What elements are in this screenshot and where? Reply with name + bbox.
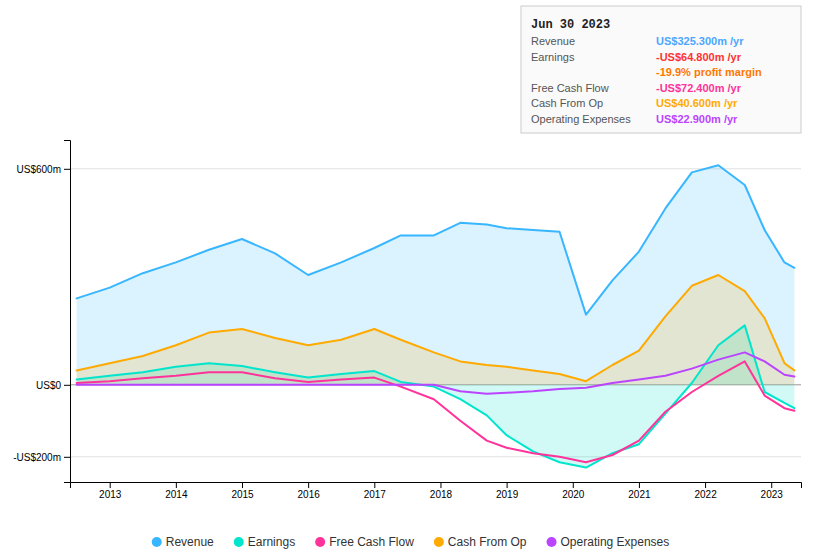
line [77,275,795,381]
tick: 2013 [99,482,122,500]
tick: 2015 [231,482,254,500]
info-value: US$325.300m /yr [656,35,744,47]
tick-mark [507,482,508,488]
tick-mark [64,385,70,386]
chart: 2013 2014 2015 2016 2017 2018 2019 2020 2021 2022… [0,0,821,560]
info-title: Jun 30 2023 [531,18,610,32]
info-value: US$22.900m /yr [656,113,738,125]
line [77,325,795,467]
legend-item: Revenue [152,535,214,549]
legend-label: Operating Expenses [561,535,670,549]
tick: US$600m [17,164,70,175]
legend-item: Operating Expenses [547,535,670,549]
legend-marker [234,537,244,547]
legend-label: Cash From Op [448,535,527,549]
legend-label: Free Cash Flow [329,535,414,549]
plot-area: 2013 2014 2015 2016 2017 2018 2019 2020 2021 2022… [13,141,801,501]
tick-label: 2013 [99,489,122,500]
tick-label: 2017 [364,489,387,500]
tick: 2017 [364,482,387,500]
legend-item: Cash From Op [434,535,527,549]
tick: US$0 [36,380,70,391]
tick-label: 2019 [496,489,519,500]
legend-item: Free Cash Flow [315,535,414,549]
legend-label: Revenue [166,535,214,549]
tick: 2016 [298,482,321,500]
line [77,361,795,462]
info-label: Revenue [531,35,575,47]
marks [77,165,795,467]
axis-line [71,483,802,489]
tick-label: 2020 [562,489,585,500]
tick-label: US$600m [17,164,61,175]
tick: 2014 [165,482,188,500]
tick: 2021 [628,482,651,500]
tick-mark [705,482,706,488]
tick: 2018 [430,482,453,500]
tick-mark [440,482,441,488]
legend-label: Earnings [248,535,295,549]
legend-marker [434,537,444,547]
legend-marker [547,537,557,547]
tick-mark [771,482,772,488]
tick: 2019 [496,482,519,500]
tick: 2020 [562,482,585,500]
grid-line [70,456,801,457]
info-label: Operating Expenses [531,113,631,125]
tick-mark [176,482,177,488]
legend-item: Earnings [234,535,295,549]
tick-mark [308,482,309,488]
legend-marker [152,537,162,547]
axis-line [64,141,71,483]
tick-label: -US$200m [13,452,61,463]
tick-label: 2015 [231,489,254,500]
info-label: Earnings [531,51,575,63]
legend-marker [315,537,325,547]
area [77,165,795,385]
tick: -US$200m [13,452,70,463]
info-box-frame [521,6,801,133]
tick-mark [110,482,111,488]
tick-label: 2023 [761,489,784,500]
info-value: -US$72.400m /yr [656,82,742,94]
tick-mark [573,482,574,488]
x-axis: 2013 2014 2015 2016 2017 2018 2019 2020 2021 2022… [71,482,802,500]
info-box: Jun 30 2023 Revenue US$325.300m /yr Earning… [521,6,801,133]
line [77,352,795,393]
y-axis: -US$200m US$0 US$600m [13,141,70,483]
tick-mark [242,482,243,488]
tick-label: 2021 [628,489,651,500]
tick-label: 2018 [430,489,453,500]
tick-mark [374,482,375,488]
legend: Revenue Earnings Free Cash Flow Cash From O… [152,535,670,549]
tick-label: US$0 [36,380,61,391]
tick-label: 2016 [298,489,321,500]
tick-mark [64,169,70,170]
info-value: US$40.600m /yr [656,97,738,109]
tick-label: 2022 [694,489,717,500]
area [77,275,795,385]
info-label: Cash From Op [531,97,603,109]
tick-mark [639,482,640,488]
tick: 2023 [761,482,784,500]
info-label: Free Cash Flow [531,82,609,94]
info-value: -19.9% profit margin [656,66,762,78]
info-value: -US$64.800m /yr [656,51,742,63]
grid-line [70,168,801,169]
tick-mark [64,457,70,458]
tick-label: 2014 [165,489,188,500]
tick: 2022 [694,482,717,500]
